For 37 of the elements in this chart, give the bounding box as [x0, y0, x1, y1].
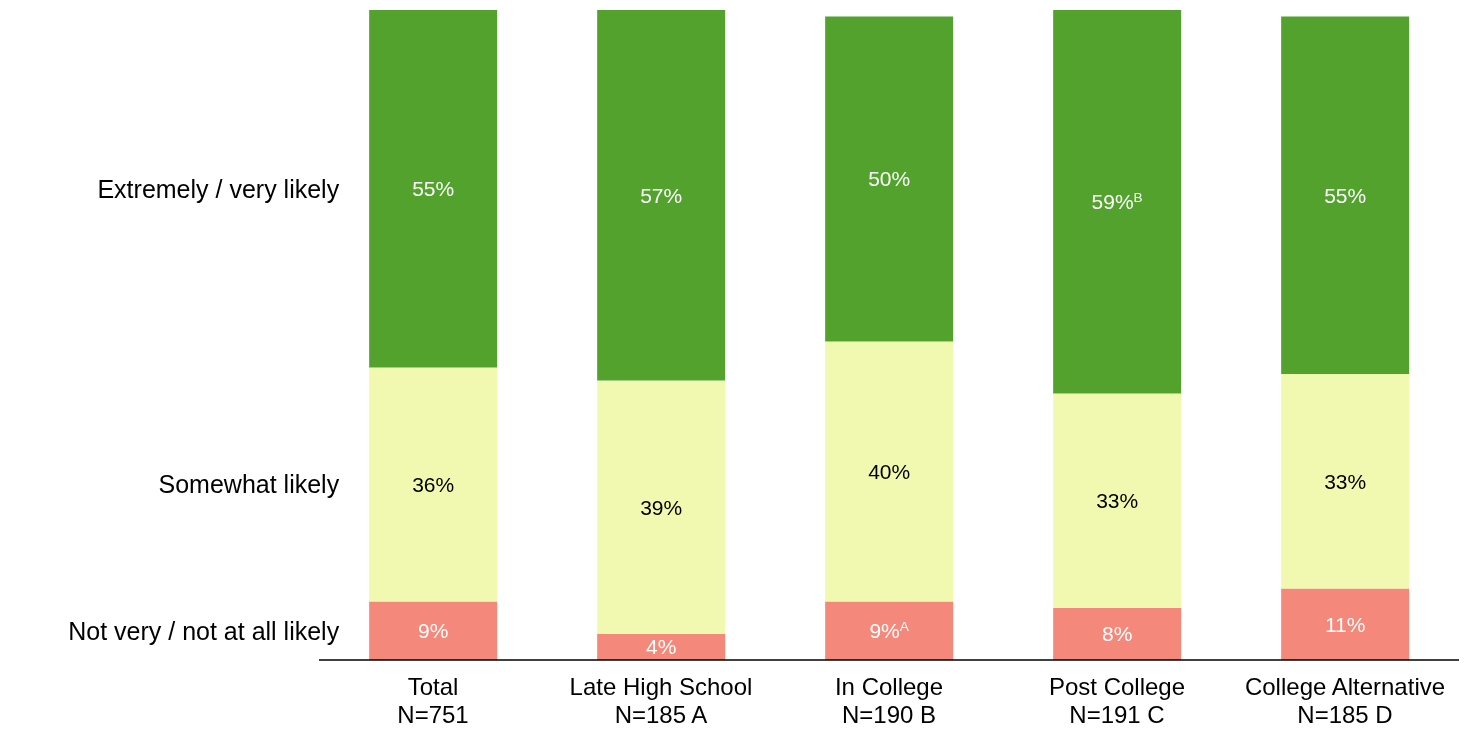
series-label: Not very / not at all likely: [68, 616, 340, 645]
x-tick-label: College Alternative N=185 D: [1244, 673, 1446, 728]
data-label: 55%: [1324, 183, 1367, 207]
data-label: 4%: [645, 635, 677, 659]
series-label: Extremely / very likely: [97, 174, 340, 203]
data-label: 8%: [1101, 622, 1133, 646]
data-label: 40%: [868, 459, 911, 483]
data-label: 11%: [1324, 612, 1366, 636]
bar: [369, 601, 498, 660]
x-tick-label: In College N=190 B: [834, 673, 944, 728]
data-label: 9%$^{A}$: [869, 618, 910, 643]
x-tick-label: Late High School N=185 A: [569, 673, 753, 728]
bar: [825, 16, 954, 342]
bar: [597, 380, 726, 634]
data-label: 33%: [1324, 469, 1367, 493]
bar: [825, 341, 954, 602]
bar: [597, 10, 726, 381]
data-label: 9%: [417, 619, 449, 643]
bar: [369, 10, 498, 368]
bar: [1281, 16, 1410, 374]
data-label: 39%: [640, 495, 683, 519]
bar: [825, 601, 954, 660]
bar: [1053, 10, 1182, 394]
data-label: 33%: [1096, 489, 1139, 513]
x-tick-label: Post College N=191 C: [1048, 673, 1186, 728]
x-tick-label: Total N=751: [397, 673, 469, 728]
data-label: 50%: [868, 167, 911, 191]
bar: [1053, 393, 1182, 608]
data-label: 55%: [412, 177, 455, 201]
bar: [369, 367, 498, 602]
data-label: 57%: [640, 183, 683, 207]
series-label: Somewhat likely: [158, 470, 340, 499]
bar: [1053, 608, 1182, 660]
data-label: 59%$^{B}$: [1091, 189, 1143, 214]
bar: [1281, 374, 1410, 589]
bar: [1281, 588, 1410, 660]
data-label: 36%: [412, 472, 455, 496]
